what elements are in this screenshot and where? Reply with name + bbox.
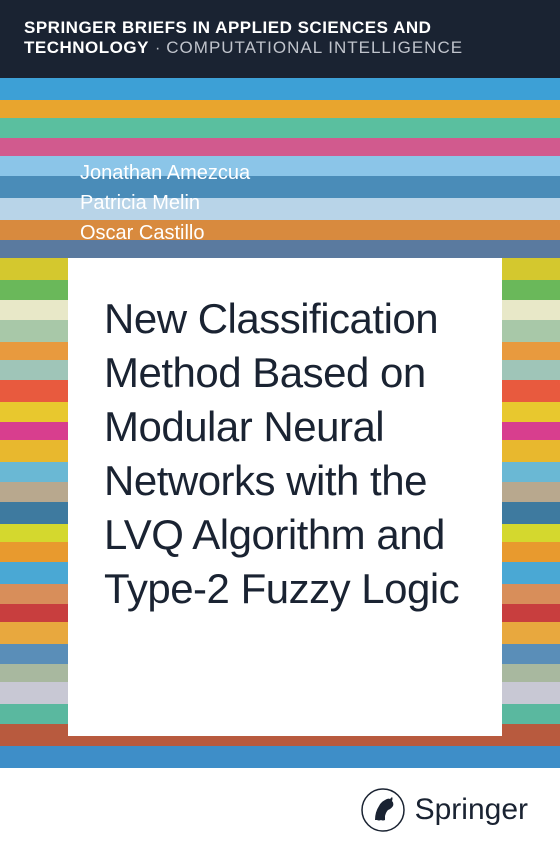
authors-box: Jonathan Amezcua Patricia Melin Oscar Ca…: [80, 138, 510, 248]
publisher-logo: Springer: [361, 788, 528, 832]
series-header: SPRINGER BRIEFS IN APPLIED SCIENCES AND …: [0, 0, 560, 78]
series-separator: ·: [155, 40, 160, 57]
springer-horse-icon: [361, 788, 405, 832]
author-3: Oscar Castillo: [80, 218, 486, 248]
author-2: Patricia Melin: [80, 188, 486, 218]
book-title: New Classification Method Based on Modul…: [104, 292, 470, 616]
stripe: [0, 746, 560, 768]
stripe: [0, 118, 560, 138]
author-1: Jonathan Amezcua: [80, 158, 486, 188]
subseries: COMPUTATIONAL INTELLIGENCE: [166, 38, 463, 57]
series-line2: TECHNOLOGY: [24, 38, 149, 57]
stripe: [0, 100, 560, 118]
series-line1: SPRINGER BRIEFS IN APPLIED SCIENCES AND: [24, 18, 536, 38]
stripe: [0, 78, 560, 100]
publisher-name: Springer: [415, 793, 528, 827]
footer: Springer: [0, 768, 560, 851]
title-box: New Classification Method Based on Modul…: [68, 258, 502, 736]
